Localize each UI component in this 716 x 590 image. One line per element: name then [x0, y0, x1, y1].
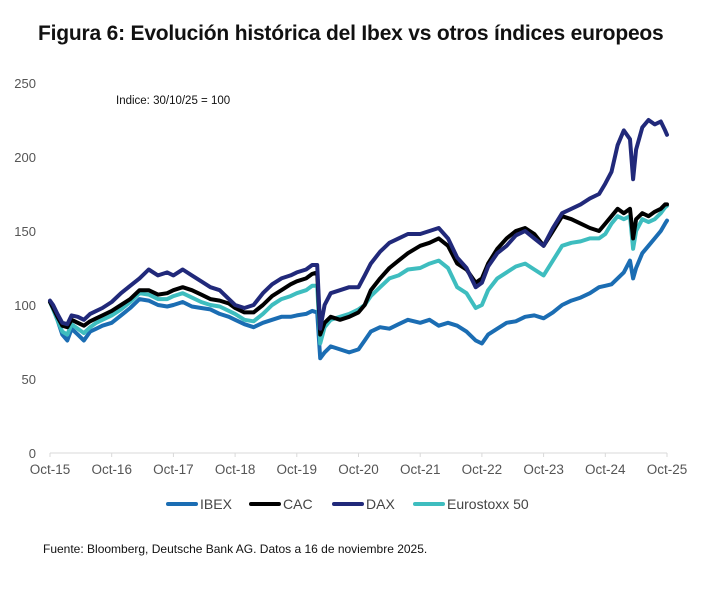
- x-tick-label: Oct-17: [153, 462, 194, 477]
- legend-item-cac: CAC: [249, 496, 313, 512]
- series-lines: [48, 118, 669, 361]
- y-tick-label: 100: [14, 298, 36, 313]
- y-tick-label: 50: [22, 372, 36, 387]
- x-tick-label: Oct-21: [400, 462, 441, 477]
- x-tick-label: Oct-18: [215, 462, 256, 477]
- legend-label: DAX: [366, 496, 395, 512]
- legend-label: IBEX: [200, 496, 232, 512]
- legend-swatch: [249, 502, 281, 506]
- series-line-cac: [48, 202, 669, 337]
- series-line-ibex: [48, 218, 669, 361]
- x-tick-label: Oct-19: [277, 462, 318, 477]
- index-base-annotation: Indice: 30/10/25 = 100: [116, 95, 230, 107]
- legend-swatch: [166, 502, 198, 506]
- y-tick-label: 0: [29, 446, 36, 461]
- x-tick-label: Oct-25: [647, 462, 688, 477]
- legend-swatch: [413, 502, 445, 506]
- x-tick-label: Oct-20: [338, 462, 379, 477]
- x-tick-label: Oct-22: [462, 462, 503, 477]
- source-note: Fuente: Bloomberg, Deutsche Bank AG. Dat…: [43, 542, 428, 556]
- legend-item-eurostoxx-50: Eurostoxx 50: [413, 496, 529, 512]
- y-tick-label: 200: [14, 150, 36, 165]
- chart-title: Figura 6: Evolución histórica del Ibex v…: [38, 22, 664, 45]
- legend-label: Eurostoxx 50: [447, 496, 529, 512]
- y-tick-label: 250: [14, 76, 36, 91]
- y-axis: 0 50 100 150 200 250: [14, 76, 36, 461]
- legend-item-ibex: IBEX: [166, 496, 232, 512]
- x-axis: Oct-15 Oct-16 Oct-17 Oct-18 Oct-19 Oct-20 Oct-…: [30, 452, 688, 477]
- x-tick-label: Oct-16: [91, 462, 132, 477]
- y-tick-label: 150: [14, 224, 36, 239]
- x-tick-label: Oct-23: [523, 462, 564, 477]
- legend-label: CAC: [283, 496, 313, 512]
- legend-item-dax: DAX: [332, 496, 395, 512]
- legend: IBEX CAC DAX Eurostoxx 50: [0, 496, 716, 516]
- series-line-dax: [48, 118, 669, 331]
- series-line-eurostoxx-50: [48, 203, 669, 346]
- x-tick-label: Oct-24: [585, 462, 626, 477]
- x-tick-label: Oct-15: [30, 462, 71, 477]
- legend-swatch: [332, 502, 364, 506]
